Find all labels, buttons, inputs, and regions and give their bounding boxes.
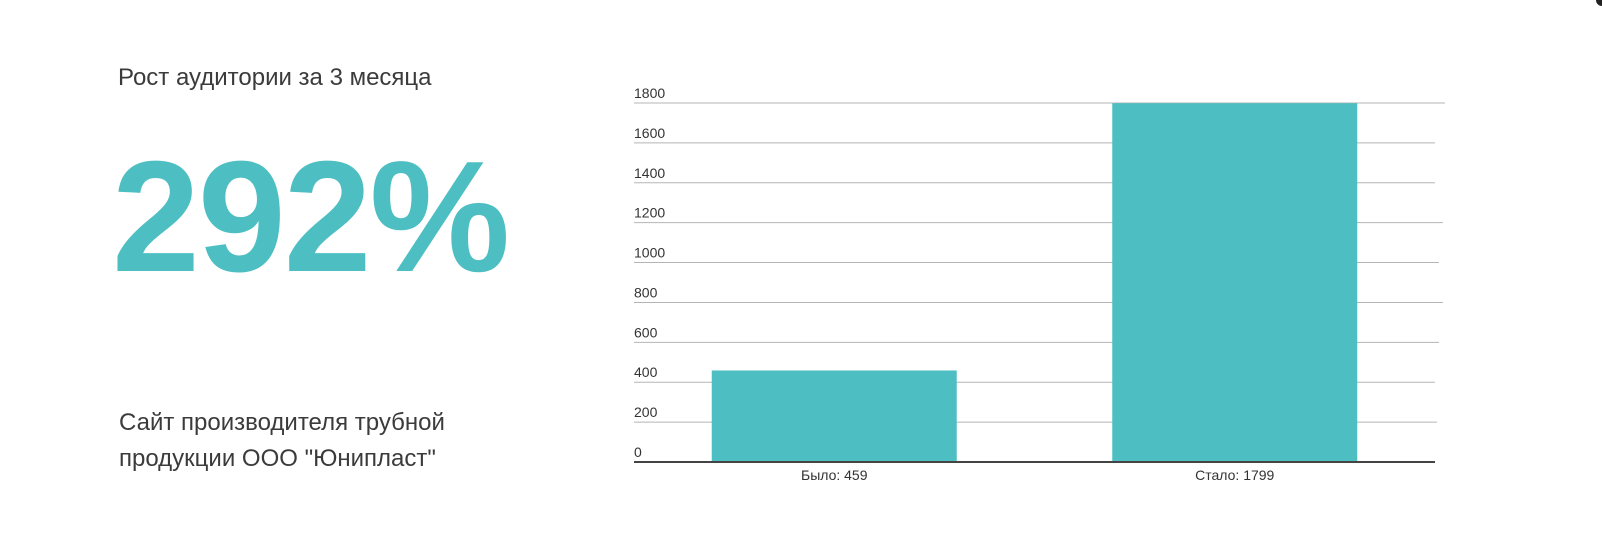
- corner-decoration: [1596, 0, 1602, 6]
- bar: [1112, 103, 1358, 462]
- chart-svg: 0 200 400 600 800 1000 1200 1400 1600 1800 Было: 4…: [634, 85, 1445, 483]
- audience-bar-chart: 0 200 400 600 800 1000 1200 1400 1600 1800 Было: 4…: [620, 70, 1490, 500]
- y-tick-label: 800: [634, 284, 658, 300]
- x-tick-label: Стало: 1799: [1195, 467, 1274, 483]
- x-tick-label: Было: 459: [801, 467, 868, 483]
- y-tick-label: 400: [634, 364, 658, 380]
- y-tick-label: 0: [634, 444, 642, 460]
- y-tick-label: 1000: [634, 245, 665, 261]
- y-tick-label: 600: [634, 324, 658, 340]
- y-tick-label: 1200: [634, 205, 665, 221]
- y-tick-label: 1800: [634, 85, 665, 101]
- y-tick-label: 1600: [634, 125, 665, 141]
- y-tick-label: 1400: [634, 165, 665, 181]
- y-tick-label: 200: [634, 404, 658, 420]
- stat-heading: Рост аудитории за 3 месяца: [118, 64, 432, 91]
- bar: [711, 370, 957, 462]
- project-caption: Сайт производителя трубной продукции ООО…: [119, 409, 445, 472]
- growth-percentage: 292%: [112, 129, 510, 305]
